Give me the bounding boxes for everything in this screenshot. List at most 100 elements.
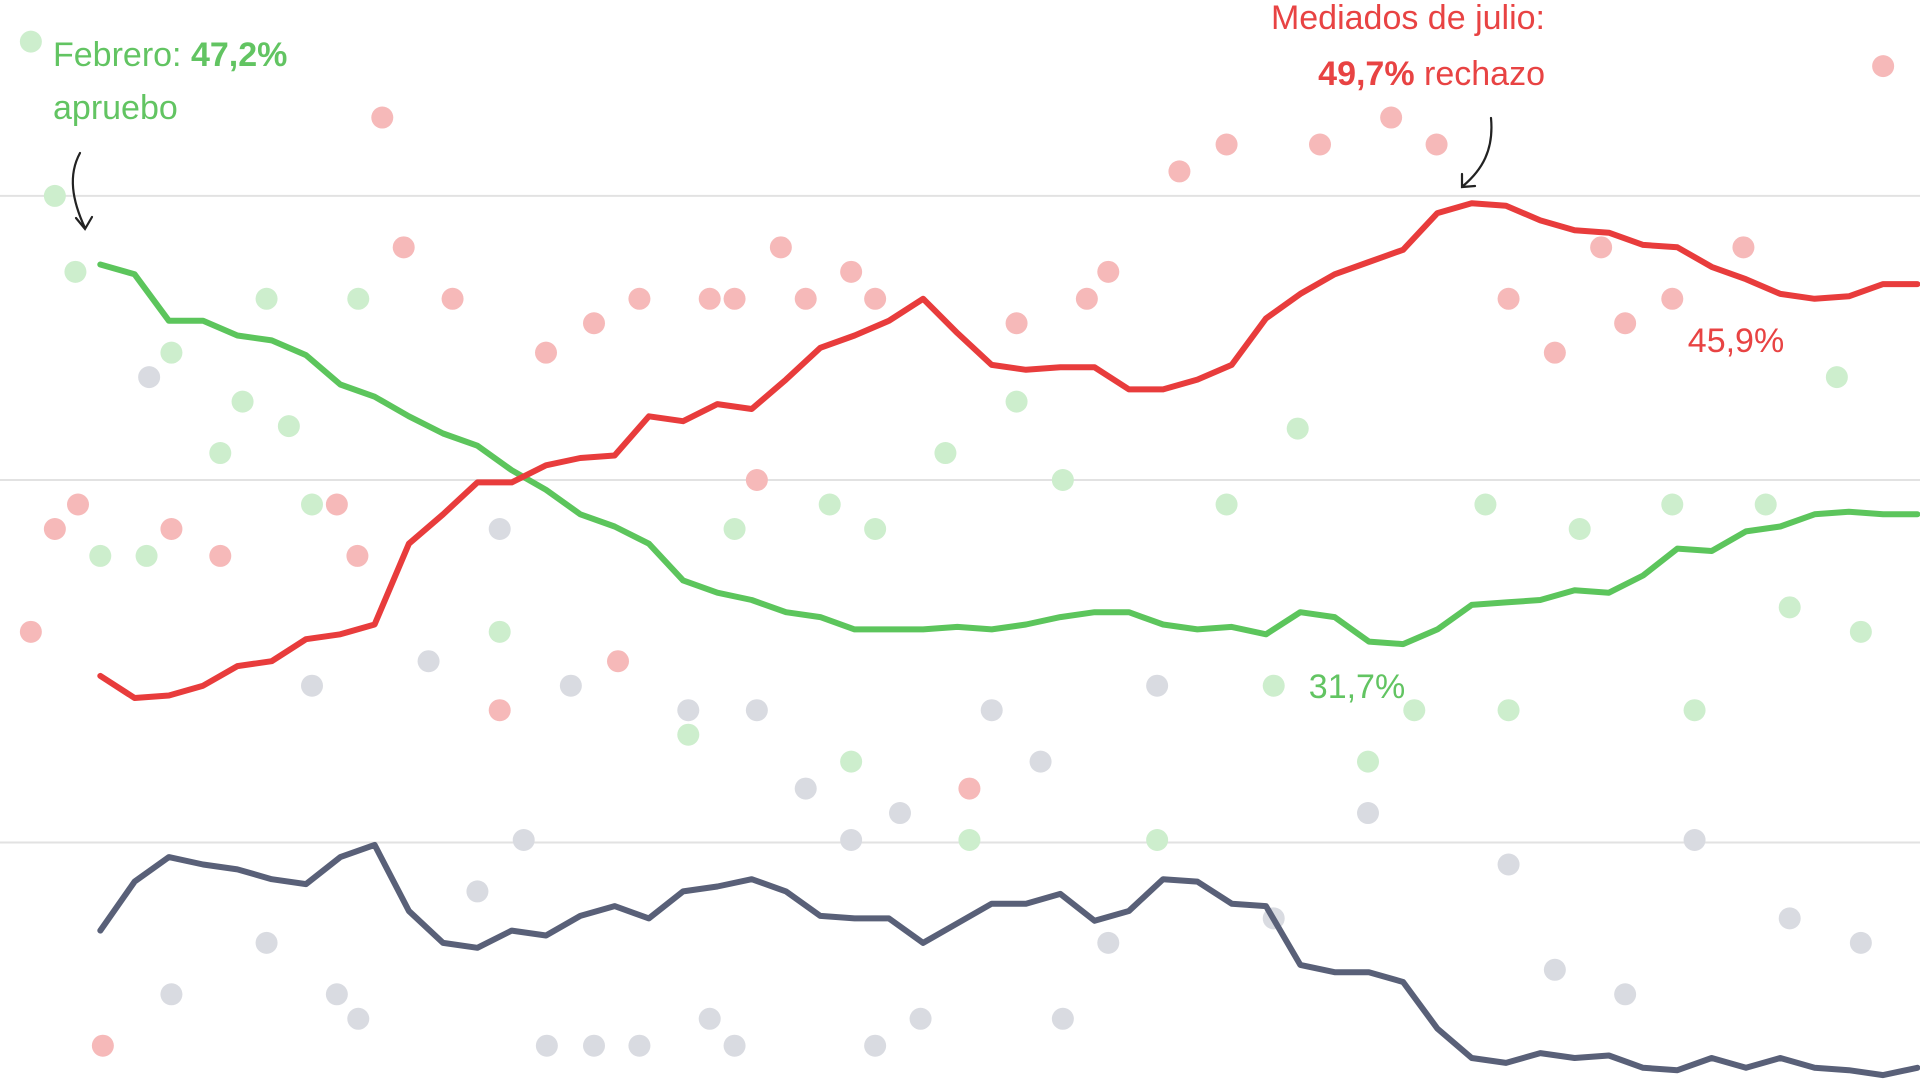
poll-dot <box>277 415 300 438</box>
poll-dot <box>43 517 66 540</box>
poll-dot <box>1661 287 1684 310</box>
poll-dot <box>209 442 232 465</box>
poll-dot <box>1425 133 1448 156</box>
poll-dot <box>1614 983 1637 1006</box>
poll-dot <box>583 312 605 335</box>
poll-dot <box>677 699 700 722</box>
poll-dot <box>1778 596 1801 619</box>
poll-dot <box>1097 931 1120 954</box>
poll-dot <box>723 517 746 540</box>
poll-dot <box>160 983 183 1006</box>
poll-dot <box>864 287 887 310</box>
poll-dot <box>1286 417 1309 440</box>
poll-dot <box>1051 469 1074 491</box>
poll-dot <box>583 1034 605 1057</box>
poll-dot <box>347 287 370 310</box>
poll-dot <box>91 1034 114 1057</box>
poll-dot <box>980 699 1003 722</box>
poll-dot <box>1146 829 1169 851</box>
poll-dot <box>138 366 161 389</box>
poll-dot <box>1614 312 1637 335</box>
poll-dot <box>19 620 42 643</box>
poll-dot <box>745 469 768 491</box>
poll-dot <box>417 650 440 673</box>
arrow <box>1460 116 1493 189</box>
poll-dot <box>1029 750 1052 773</box>
poll-dot <box>698 287 721 310</box>
poll-dot <box>488 699 511 722</box>
poll-dot <box>1661 493 1684 516</box>
poll-dot <box>488 620 511 643</box>
trend-line <box>97 200 1920 701</box>
poll-dot <box>1497 287 1520 310</box>
poll-dot <box>840 260 863 283</box>
reject-word: rechazo <box>1424 55 1545 93</box>
approve-word: apruebo <box>53 89 178 127</box>
approve-annotation: Febrero: 47,2% <box>53 36 287 74</box>
poll-dot <box>769 236 792 259</box>
poll-dot <box>958 777 981 800</box>
poll-dot <box>909 1007 932 1030</box>
poll-dot <box>1568 517 1591 540</box>
trend-line <box>97 261 1920 648</box>
poll-dot <box>347 1007 370 1030</box>
poll-dot <box>1543 958 1566 981</box>
poll-dot <box>1380 106 1403 129</box>
trend-lines <box>97 200 1920 1079</box>
poll-dot <box>392 236 415 259</box>
poll-dot <box>1849 620 1872 643</box>
poll-dot <box>628 1034 651 1057</box>
reject-lead: Mediados de julio: <box>1271 0 1545 37</box>
reject-value: 49,7% <box>1318 55 1414 93</box>
approve-lead: Febrero: <box>53 36 182 74</box>
poll-dot <box>1732 236 1755 259</box>
reject-last-label: 45,9% <box>1688 322 1784 360</box>
poll-dot <box>698 1007 721 1030</box>
poll-dot <box>723 1034 746 1057</box>
poll-dot <box>1683 829 1706 851</box>
poll-dot <box>19 30 42 53</box>
poll-dot <box>301 674 323 697</box>
poll-dot <box>1590 236 1613 259</box>
poll-dot <box>466 880 489 903</box>
poll-dot <box>1005 312 1028 335</box>
poll-dot <box>301 493 323 516</box>
poll-dot <box>1683 699 1706 722</box>
poll-dot <box>160 517 183 540</box>
poll-dot <box>1215 133 1238 156</box>
poll-dot <box>1168 160 1191 183</box>
poll-dot <box>677 723 700 746</box>
poll-dot <box>745 699 768 722</box>
poll-dot <box>135 544 158 567</box>
poll-dot <box>441 287 464 310</box>
poll-dot <box>818 493 841 516</box>
poll-dot <box>89 544 112 567</box>
poll-dot <box>488 517 511 540</box>
poll-dot <box>1262 674 1285 697</box>
grid <box>0 194 1920 844</box>
poll-dot <box>371 106 394 129</box>
poll-dot <box>1357 802 1379 825</box>
poll-dot <box>723 287 746 310</box>
poll-dot <box>889 802 911 825</box>
poll-dot <box>1543 341 1566 364</box>
poll-dot <box>255 931 278 954</box>
poll-dot <box>1778 907 1801 930</box>
poll-dot <box>864 1034 887 1057</box>
poll-dot <box>559 674 582 697</box>
poll-dot <box>231 390 254 413</box>
poll-dot <box>346 544 369 567</box>
poll-dot <box>1309 133 1331 156</box>
poll-dot <box>535 341 557 364</box>
poll-dot <box>1075 287 1098 310</box>
poll-dot <box>1403 699 1426 722</box>
poll-dot <box>67 493 89 516</box>
poll-dots <box>19 30 1895 1057</box>
poll-dot <box>1754 493 1777 516</box>
poll-dot <box>64 260 87 283</box>
poll-dot <box>1005 390 1028 413</box>
poll-dot <box>325 493 348 516</box>
poll-dot <box>794 287 817 310</box>
arrow <box>71 151 94 231</box>
